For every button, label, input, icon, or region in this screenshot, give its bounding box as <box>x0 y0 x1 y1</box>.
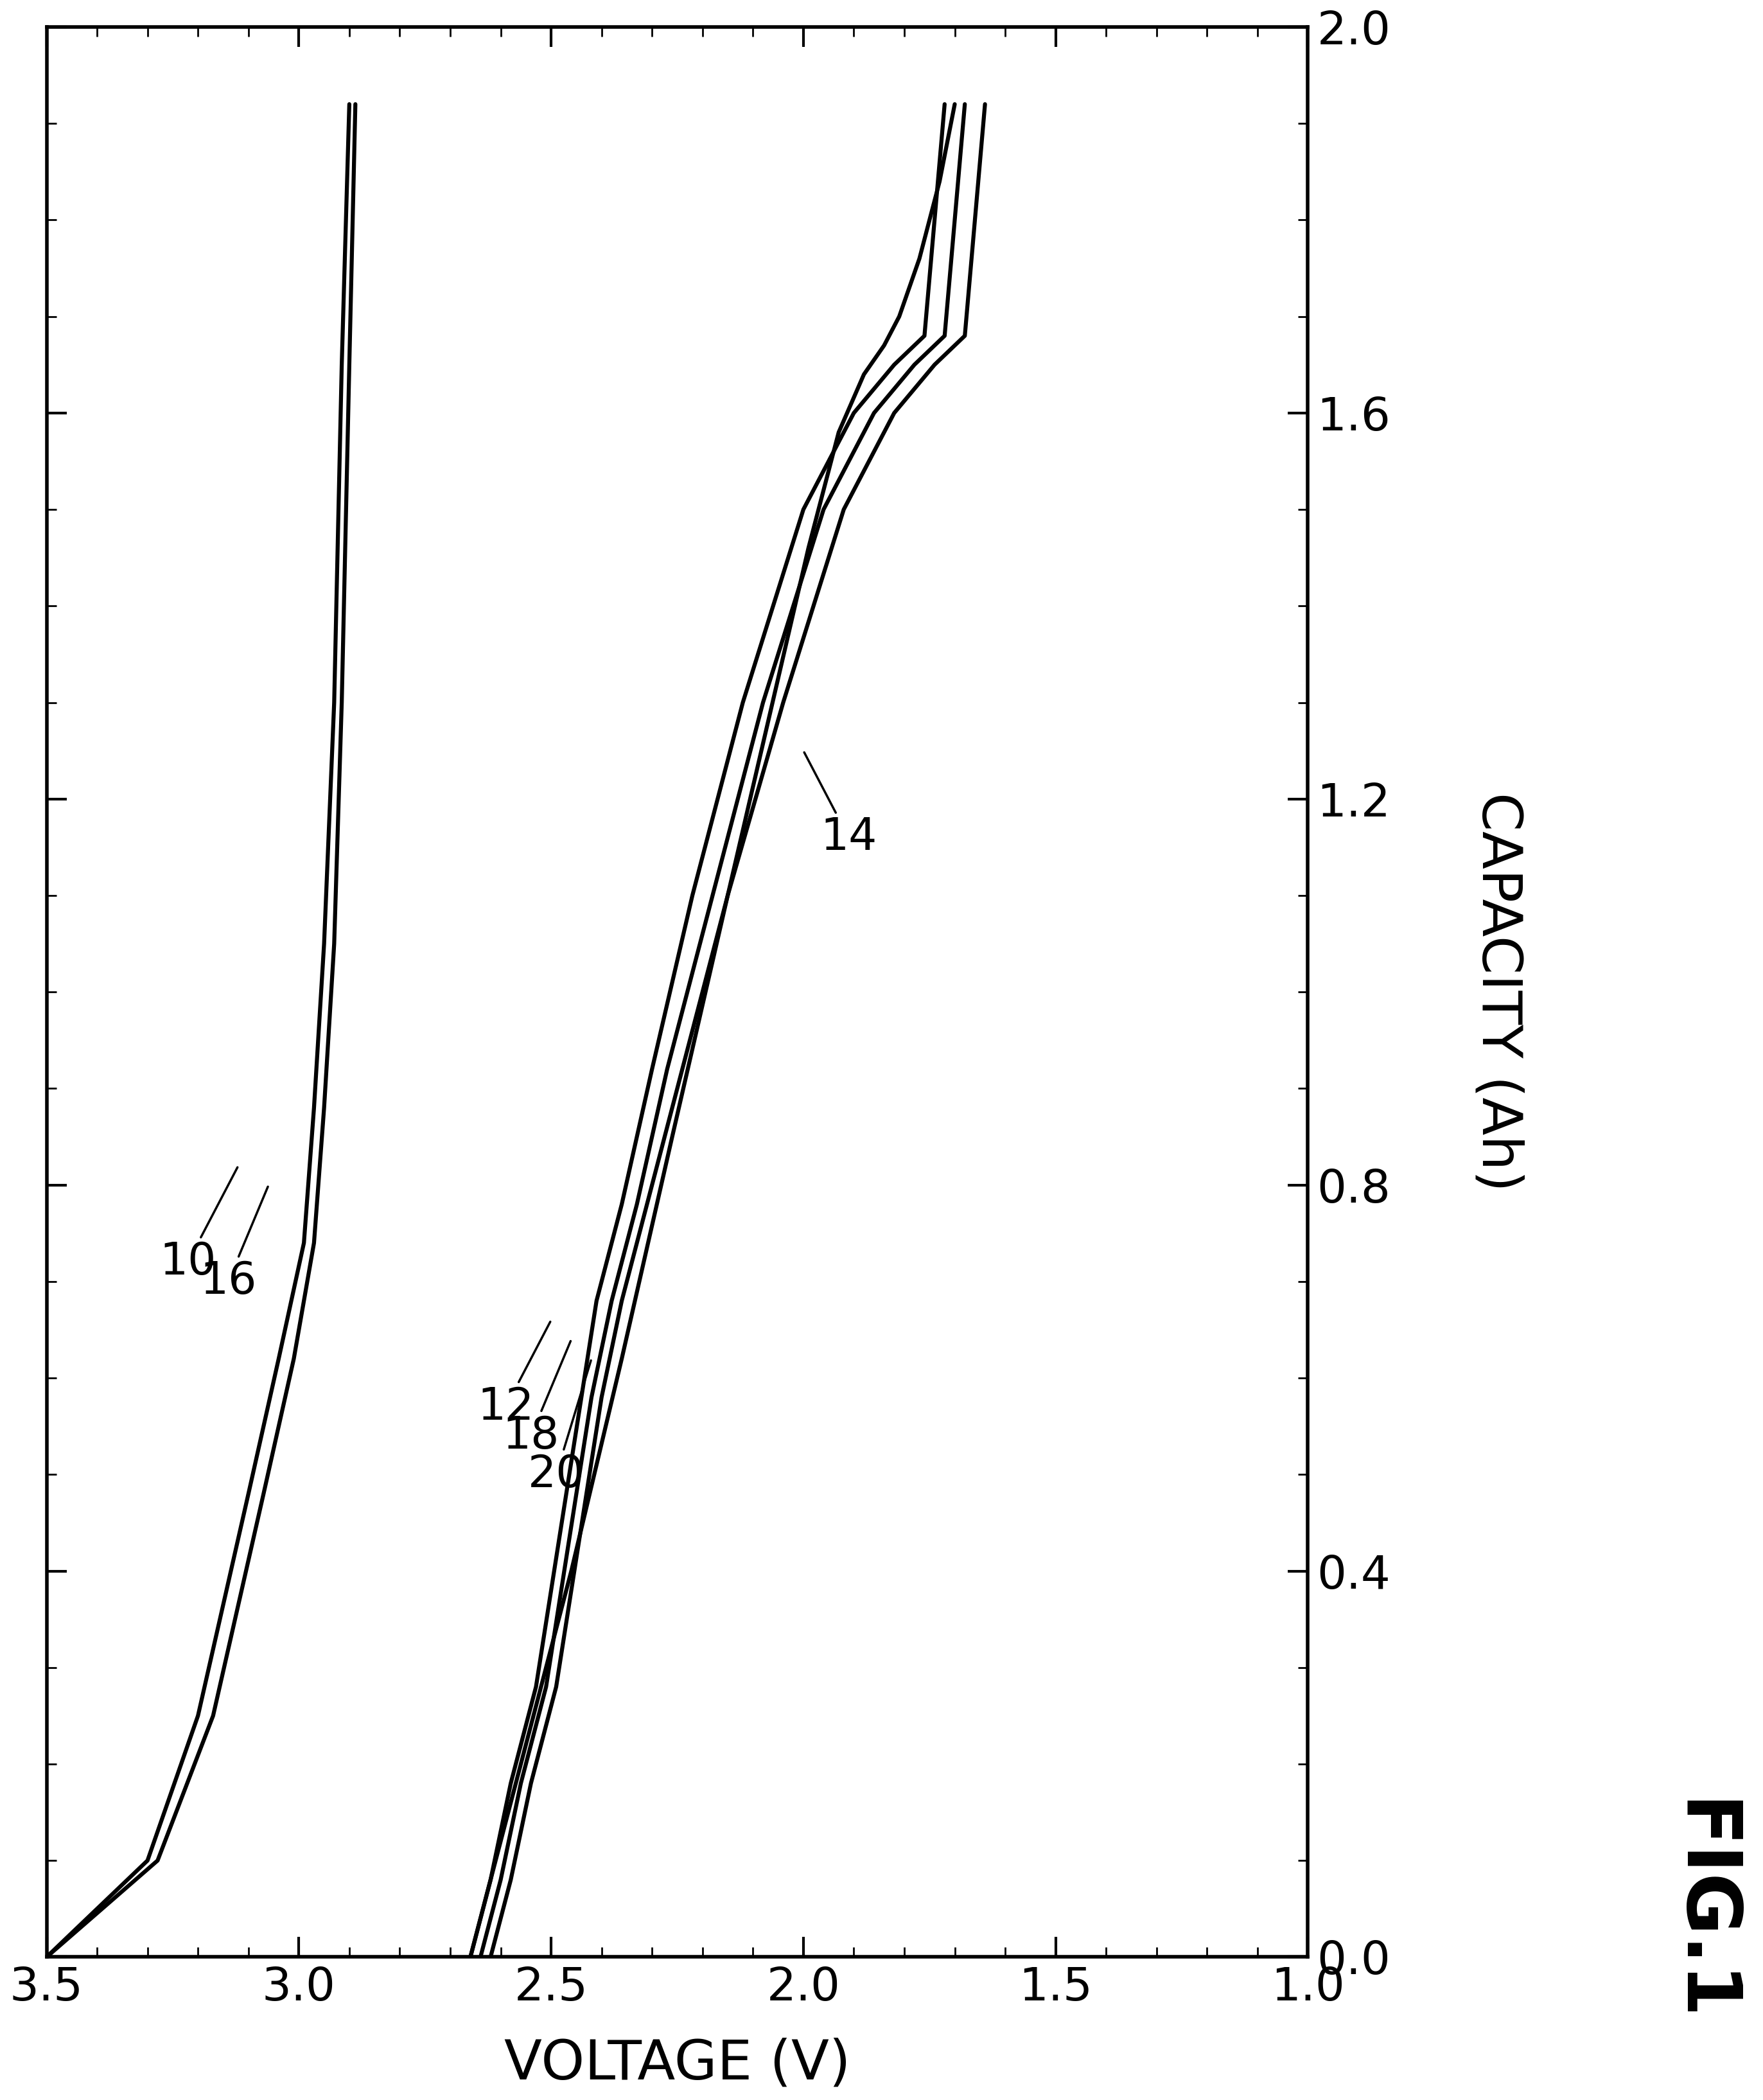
Text: 10: 10 <box>159 1168 238 1283</box>
X-axis label: VOLTAGE (V): VOLTAGE (V) <box>504 2037 850 2089</box>
Text: FIG.1: FIG.1 <box>1664 1800 1738 2022</box>
Text: 14: 14 <box>804 752 878 859</box>
Text: 18: 18 <box>502 1342 571 1457</box>
Text: 20: 20 <box>527 1361 591 1495</box>
Text: 12: 12 <box>478 1321 550 1428</box>
Text: 16: 16 <box>199 1186 268 1302</box>
Y-axis label: CAPACITY (Ah): CAPACITY (Ah) <box>1470 792 1525 1191</box>
